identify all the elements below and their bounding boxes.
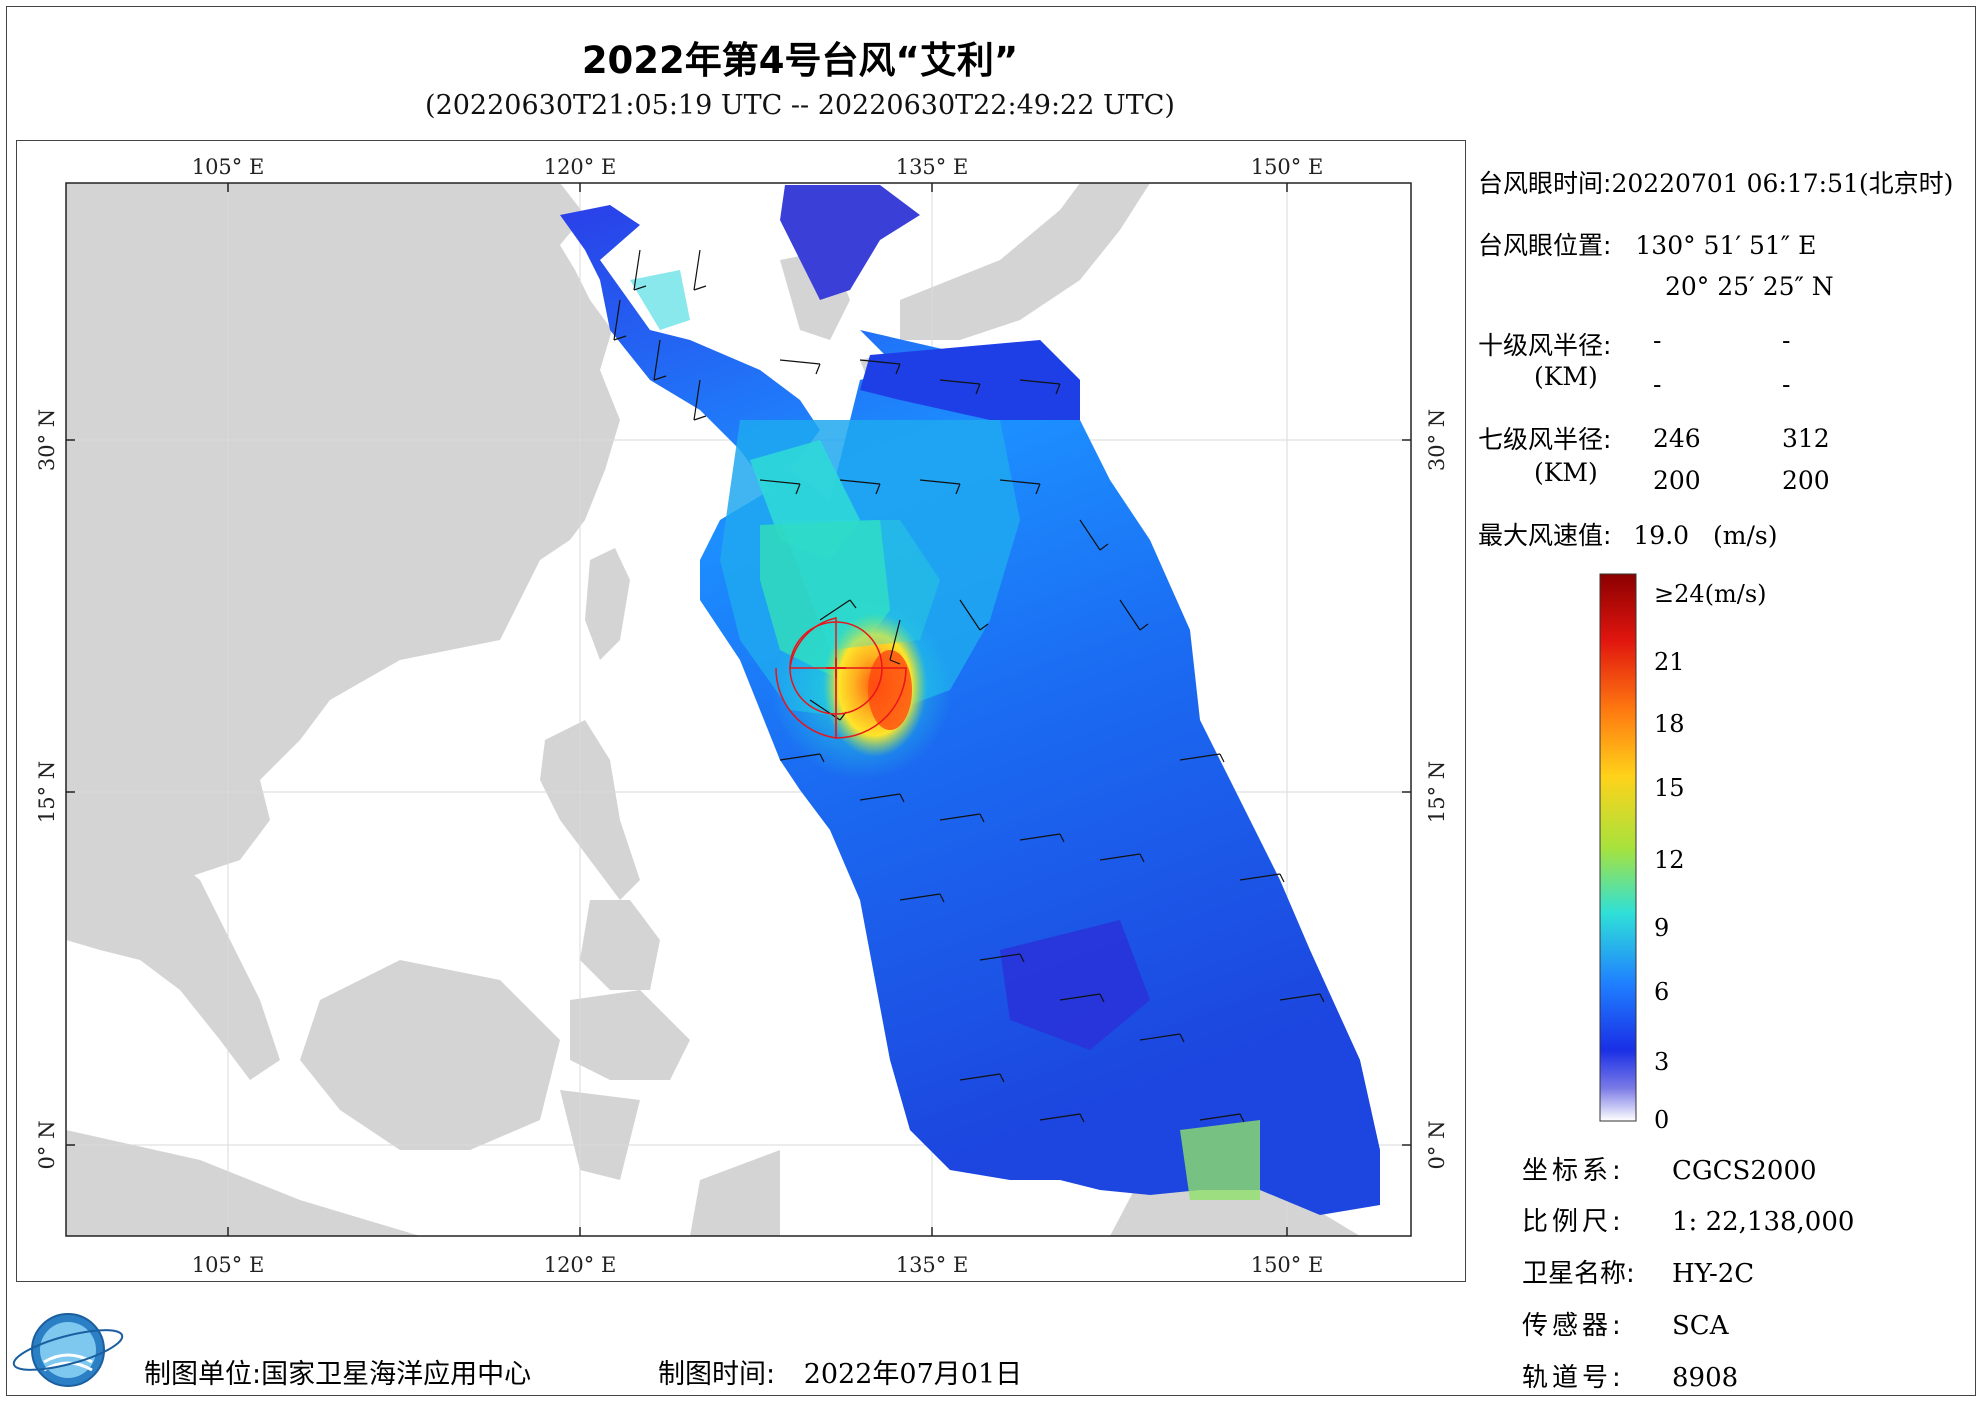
r7-value-3: 200 [1653,466,1701,495]
meta-crs: 坐标系: CGCS2000 [1522,1150,1817,1187]
scale-label: 比例尺: [1522,1207,1625,1237]
footer-time: 制图时间: 2022年07月01日 [658,1352,1022,1391]
satellite-label: 卫星名称: [1522,1259,1635,1289]
time-value: 2022年07月01日 [803,1359,1023,1390]
wind-barbs [613,249,1325,1123]
lon-label-bottom-135: 135° E [896,1253,969,1277]
typhoon-wind-radius [775,617,907,739]
lon-label-bottom-120: 120° E [544,1253,617,1277]
eye-pos-row: 台风眼位置: 130° 51′ 51″ E [1478,226,1816,262]
lon-label-bottom-150: 150° E [1251,1253,1324,1277]
lon-label-top-150: 150° E [1251,155,1324,179]
eye-pos-label: 台风眼位置: [1478,231,1612,260]
legend-label-21: 21 [1654,648,1685,676]
orbit-label: 轨道号: [1522,1363,1625,1393]
r10-value-3: - [1653,370,1662,399]
unit-label: 制图单位: [144,1359,262,1390]
colorbar [1599,573,1637,1122]
r7-value-2: 312 [1782,424,1830,453]
figure-border [6,6,1976,1396]
max-wind-value: 19.0 [1633,521,1690,550]
nsoas-logo [12,1313,124,1387]
crs-label: 坐标系: [1522,1156,1625,1186]
lat-label-right-0: 0° N [1425,1121,1449,1170]
crs-value: CGCS2000 [1672,1156,1817,1186]
lat-label-left-0: 0° N [35,1121,59,1170]
eye-time-row: 台风眼时间:20220701 06:17:51(北京时) [1478,164,1953,200]
r7-unit: (KM) [1534,458,1598,487]
max-wind-row: 最大风速值: 19.0 (m/s) [1478,516,1777,552]
unit-value: 国家卫星海洋应用中心 [261,1359,532,1390]
scale-value: 1: 22,138,000 [1672,1207,1855,1237]
lon-label-top-120: 120° E [544,155,617,179]
r10-value-4: - [1782,370,1791,399]
legend-label-0: 0 [1654,1106,1670,1134]
r7-label: 七级风半径: [1478,425,1612,454]
lon-label-top-135: 135° E [896,155,969,179]
time-label: 制图时间: [658,1359,776,1390]
eye-lat: 20° 25′ 25″ N [1665,272,1834,301]
r10-unit: (KM) [1534,362,1598,391]
r10-label: 十级风半径: [1478,331,1612,360]
sensor-value: SCA [1672,1311,1729,1341]
meta-satellite: 卫星名称: HY-2C [1522,1253,1754,1290]
eye-time-label: 台风眼时间: [1478,169,1612,198]
axis-labels: 105° E 120° E 135° E 150° E 105° E 120° … [35,155,1449,1277]
legend-label-24: ≥24(m/s) [1654,580,1767,608]
r7-value-4: 200 [1782,466,1830,495]
lon-label-top-105: 105° E [192,155,265,179]
legend-label-9: 9 [1654,914,1670,942]
footer-unit: 制图单位:国家卫星海洋应用中心 [144,1352,531,1391]
typhoon-eye-marker [826,658,846,678]
wind-swath [560,185,1380,1215]
eye-lon: 130° 51′ 51″ E [1635,231,1817,260]
lat-label-left-30: 30° N [35,409,59,471]
lat-label-left-15: 15° N [35,761,59,823]
legend-label-18: 18 [1654,710,1685,738]
map-subtitle: (20220630T21:05:19 UTC -- 20220630T22:49… [425,90,1175,121]
max-wind-label: 最大风速值: [1478,521,1612,550]
lat-label-right-15: 15° N [1425,761,1449,823]
map-frame [16,140,1466,1282]
legend-label-3: 3 [1654,1048,1670,1076]
map-inner-border [65,182,1412,1237]
legend-label-12: 12 [1654,846,1685,874]
orbit-value: 8908 [1672,1363,1739,1393]
satellite-value: HY-2C [1672,1259,1755,1289]
r10-value-2: - [1782,326,1791,355]
map-title: 2022年第4号台风“艾利” [581,39,1019,82]
meta-sensor: 传感器: SCA [1522,1305,1728,1342]
meta-orbit: 轨道号: 8908 [1522,1357,1738,1394]
axis-ticks [66,183,1411,1236]
legend-label-6: 6 [1654,978,1670,1006]
meta-scale: 比例尺: 1: 22,138,000 [1522,1201,1854,1238]
lat-label-right-30: 30° N [1425,409,1449,471]
lon-label-bottom-105: 105° E [192,1253,265,1277]
r7-value-1: 246 [1653,424,1701,453]
max-wind-unit: (m/s) [1713,521,1778,550]
legend-label-15: 15 [1654,774,1685,802]
eye-time-value: 20220701 06:17:51(北京时) [1611,169,1954,198]
r10-value-1: - [1653,326,1662,355]
sensor-label: 传感器: [1522,1311,1625,1341]
